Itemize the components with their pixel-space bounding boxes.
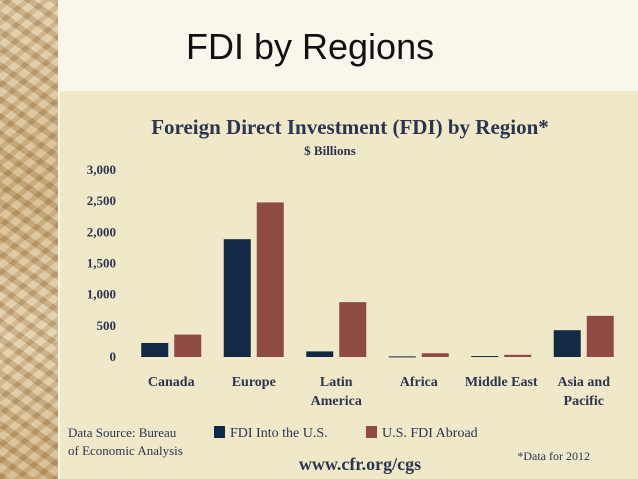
x-tick-label: Africa bbox=[400, 375, 438, 390]
y-tick-label: 2,000 bbox=[87, 224, 116, 239]
bar-abroad bbox=[421, 353, 449, 357]
y-tick-label: 1,500 bbox=[87, 256, 116, 271]
bar-abroad bbox=[504, 354, 532, 357]
x-tick-label: America bbox=[311, 394, 362, 409]
y-tick-label: 1,000 bbox=[87, 287, 116, 302]
y-axis-ticks: 0 500 1,000 1,500 2,000 2,500 3,000 bbox=[87, 162, 116, 364]
x-tick-label: Canada bbox=[148, 375, 195, 390]
y-tick-label: 3,000 bbox=[87, 162, 116, 177]
bar-into-us bbox=[471, 356, 499, 358]
legend-label: U.S. FDI Abroad bbox=[382, 426, 478, 441]
chart-title: Foreign Direct Investment (FDI) by Regio… bbox=[151, 115, 549, 139]
bar-into-us bbox=[306, 351, 334, 357]
decorative-side-strip bbox=[0, 0, 58, 479]
chart-subtitle: $ Billions bbox=[304, 143, 356, 158]
data-source-line-1: Data Source: Bureau bbox=[68, 425, 177, 440]
x-tick-label: Pacific bbox=[564, 394, 604, 409]
x-tick-label: Latin bbox=[320, 375, 353, 390]
bar-abroad bbox=[174, 334, 202, 357]
legend: FDI Into the U.S. U.S. FDI Abroad bbox=[214, 426, 478, 441]
bar-into-us bbox=[388, 356, 416, 358]
y-tick-label: 500 bbox=[97, 318, 117, 333]
bar-into-us bbox=[223, 239, 251, 357]
source-url: www.cfr.org/cgs bbox=[299, 454, 421, 474]
data-source-line-2: of Economic Analysis bbox=[68, 443, 183, 458]
x-tick-label: Europe bbox=[232, 375, 276, 390]
x-tick-label: Asia and bbox=[557, 375, 610, 390]
chart-panel bbox=[60, 91, 638, 479]
bar-abroad bbox=[586, 315, 614, 357]
y-tick-label: 0 bbox=[110, 349, 117, 364]
x-tick-label: Middle East bbox=[465, 375, 538, 390]
data-year-note: *Data for 2012 bbox=[517, 449, 590, 463]
legend-swatch bbox=[214, 426, 225, 438]
x-axis-labels: Canada Europe Latin America Africa Middle Eas… bbox=[148, 375, 610, 409]
legend-label: FDI Into the U.S. bbox=[230, 426, 328, 441]
y-tick-label: 2,500 bbox=[87, 193, 116, 208]
bar-into-us bbox=[553, 330, 581, 357]
bar-abroad bbox=[339, 302, 367, 357]
chart-footer: Data Source: Bureau of Economic Analysis… bbox=[68, 425, 590, 474]
bar-into-us bbox=[141, 342, 169, 357]
legend-swatch bbox=[366, 426, 377, 438]
bar-abroad bbox=[256, 202, 284, 357]
slide-title: FDI by Regions bbox=[186, 26, 435, 67]
bars-group bbox=[141, 202, 614, 358]
